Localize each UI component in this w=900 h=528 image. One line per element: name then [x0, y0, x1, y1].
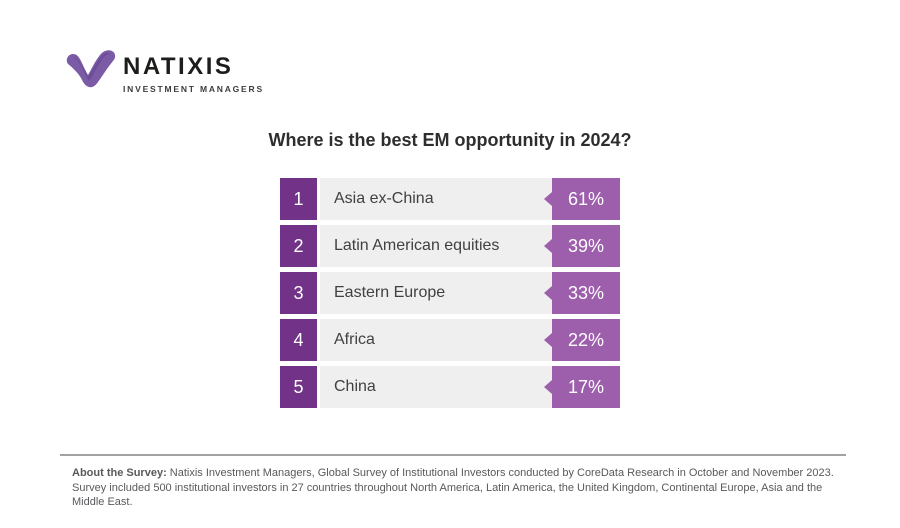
natixis-logo: NATIXIS INVESTMENT MANAGERS: [65, 45, 264, 94]
value-badge: 17%: [552, 366, 620, 408]
rank-cell: 3: [280, 272, 317, 314]
category-label: Asia ex-China: [320, 178, 552, 220]
value-badge: 33%: [552, 272, 620, 314]
category-label: Eastern Europe: [320, 272, 552, 314]
table-row: 2 Latin American equities 39%: [280, 225, 620, 267]
rank-cell: 4: [280, 319, 317, 361]
about-survey-body: Natixis Investment Managers, Global Surv…: [72, 467, 834, 509]
about-survey-label: About the Survey:: [72, 467, 167, 479]
logo-text: NATIXIS INVESTMENT MANAGERS: [123, 45, 264, 95]
value-badge: 39%: [552, 225, 620, 267]
table-row: 4 Africa 22%: [280, 319, 620, 361]
table-row: 1 Asia ex-China 61%: [280, 178, 620, 220]
rank-cell: 2: [280, 225, 317, 267]
value-badge: 61%: [552, 178, 620, 220]
logo-subtitle: INVESTMENT MANAGERS: [123, 84, 264, 94]
about-survey-text: About the Survey: Natixis Investment Man…: [72, 466, 840, 510]
value-badge: 22%: [552, 319, 620, 361]
logo-brand: NATIXIS: [123, 53, 234, 80]
rank-cell: 1: [280, 178, 317, 220]
category-label: Africa: [320, 319, 552, 361]
footer-divider: [60, 454, 846, 456]
page-title: Where is the best EM opportunity in 2024…: [268, 130, 632, 150]
natixis-brushstroke-icon: [66, 50, 116, 88]
category-label: China: [320, 366, 552, 408]
table-row: 3 Eastern Europe 33%: [280, 272, 620, 314]
ranking-table: 1 Asia ex-China 61% 2 Latin American equ…: [280, 178, 620, 413]
table-row: 5 China 17%: [280, 366, 620, 408]
category-label: Latin American equities: [320, 225, 552, 267]
rank-cell: 5: [280, 366, 317, 408]
